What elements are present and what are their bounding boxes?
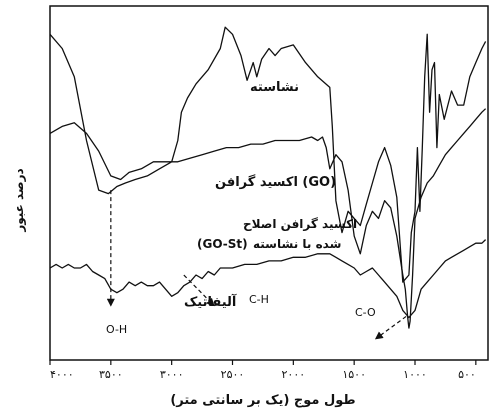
x-tick-label: ۳۰۰۰: [160, 368, 184, 381]
plot-frame: [49, 5, 489, 361]
x-tick-label: ۴۰۰۰: [50, 368, 74, 381]
annotation-co: C-O: [355, 306, 376, 319]
x-tick-label: ۳۵۰۰: [99, 368, 123, 381]
annotation-aliphatic: آلیفاتیک: [184, 293, 237, 310]
x-tick-label: ۲۵۰۰: [221, 368, 245, 381]
x-axis-ticks: ۴۰۰۰ ۳۵۰۰ ۳۰۰۰ ۲۵۰۰ ۲۰۰۰ ۱۵۰۰ ۱۰۰۰ ۵۰۰: [49, 360, 477, 381]
x-axis-label: طول موج (یک بر سانتی متر): [170, 393, 355, 408]
x-tick-label: ۲۰۰۰: [282, 368, 306, 381]
annotation-ch: C-H: [249, 293, 269, 306]
annotation-gost-line1: اکسید گرافن اصلاح: [243, 217, 357, 231]
series-line-2: [49, 108, 487, 329]
annotation-go: اکسید گرافن (GO): [215, 174, 336, 190]
x-tick-label: ۱۰۰۰: [403, 368, 427, 381]
x-tick-label: ۱۵۰۰: [342, 368, 366, 381]
annotation-gost-line3: (GO-St): [197, 237, 248, 251]
co-arrow: [374, 315, 407, 340]
series-line-1: [49, 26, 487, 283]
series-line-3: [49, 239, 487, 319]
annotation-oh: O-H: [106, 323, 127, 336]
series-layer: [49, 26, 487, 329]
y-axis-label: درصد عبور: [12, 168, 27, 232]
annotation-gost-line2: شده با نشاسته: [253, 237, 341, 251]
x-tick-label: ۵۰۰: [458, 368, 476, 381]
annotation-starch: نشاسته: [250, 80, 299, 95]
